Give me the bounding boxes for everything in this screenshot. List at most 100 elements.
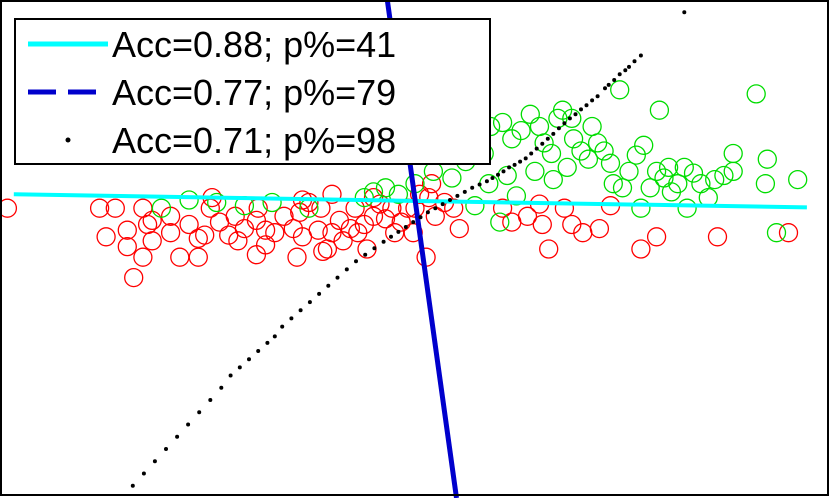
scatter-point-red-78	[646, 227, 667, 247]
scatter-point-red-25	[246, 245, 267, 265]
series-3-dot-9	[595, 94, 600, 99]
scatter-point-green-24	[534, 133, 554, 153]
series-3-dot-47	[344, 267, 349, 272]
legend-swatch-series-3	[65, 137, 71, 143]
scatter-point-green-22	[520, 104, 540, 124]
series-3-dot-62	[208, 398, 213, 402]
series-3-dot-32	[462, 189, 467, 194]
series-3-dot-37	[425, 210, 430, 215]
scatter-point-green-58	[755, 174, 776, 194]
scatter-point-green-35	[600, 153, 621, 173]
scatter-point-green-23	[529, 116, 550, 137]
scatter-point-green-52	[610, 80, 630, 100]
scatter-point-red-28	[274, 206, 294, 226]
series-3-dot-14	[567, 116, 572, 121]
scatter-point-red-4	[137, 214, 158, 235]
scatter-point-red-23	[246, 210, 267, 231]
series-3-dot-68	[141, 471, 146, 476]
series-3-dot-36	[433, 206, 438, 211]
scatter-point-green-64	[506, 186, 527, 206]
series-3-dot-0	[682, 10, 687, 15]
series-3-dot-2	[632, 59, 637, 64]
scatter-point-green-68	[490, 212, 510, 232]
series-3-dot-40	[403, 225, 408, 229]
scatter-point-green-36	[603, 174, 623, 194]
scatter-point-red-16	[195, 225, 215, 245]
series-3-dot-26	[501, 169, 506, 174]
series-3-dot-11	[584, 103, 589, 108]
series-3-dot-8	[603, 86, 607, 91]
scatter-point-red-21	[228, 231, 248, 251]
scatter-point-red-46	[375, 209, 396, 229]
scatter-point-green-40	[634, 135, 654, 155]
scatter-point-green-25	[541, 143, 562, 164]
scatter-point-red-24	[255, 220, 276, 240]
scatter-point-green-56	[723, 143, 743, 164]
series-3-dot-1	[638, 53, 643, 58]
scatter-point-green-57	[757, 149, 777, 169]
series-line-1	[13, 192, 807, 210]
scatter-point-red-79	[707, 227, 728, 247]
scatter-point-green-70	[557, 157, 577, 178]
series-3-dot-57	[256, 349, 261, 353]
series-3-dot-31	[470, 185, 475, 190]
scatter-point-green-50	[705, 169, 725, 190]
scatter-point-red-61	[363, 206, 384, 226]
series-3-dot-55	[272, 334, 277, 339]
series-3-dot-10	[590, 98, 595, 103]
scatter-point-red-53	[419, 187, 439, 208]
scatter-point-red-26	[255, 235, 276, 255]
series-3-dot-15	[562, 121, 567, 126]
legend: Acc=0.88; p%=41 Acc=0.77; p%=79 Acc=0.71…	[14, 18, 491, 165]
series-3-dot-60	[228, 373, 233, 378]
series-3-dot-12	[579, 107, 583, 112]
series-3-dot-27	[496, 172, 500, 177]
scatter-point-red-10	[160, 223, 181, 243]
scatter-point-red-66	[492, 198, 513, 218]
series-3-dot-24	[512, 162, 517, 167]
series-3-dot-61	[219, 385, 224, 390]
series-3-dot-39	[411, 220, 416, 225]
scatter-point-green-9	[388, 184, 409, 204]
scatter-point-green-2	[207, 192, 227, 213]
scatter-point-green-29	[563, 129, 584, 149]
series-3-dot-19	[540, 141, 545, 146]
series-3-dot-48	[335, 275, 340, 280]
series-3-dot-59	[237, 365, 242, 370]
series-3-dot-20	[534, 146, 539, 151]
series-3-dot-21	[529, 151, 534, 156]
scatter-point-red-2	[105, 198, 125, 218]
scatter-point-green-30	[571, 141, 591, 161]
series-3-dot-3	[627, 64, 631, 69]
scatter-point-green-31	[578, 149, 599, 169]
scatter-point-green-54	[746, 84, 766, 104]
scatter-point-red-72	[554, 198, 575, 218]
series-3-dot-58	[247, 357, 251, 362]
scatter-point-red-9	[170, 247, 190, 267]
scatter-point-red-6	[117, 236, 137, 257]
scatter-point-green-41	[640, 178, 660, 198]
scatter-point-red-27	[265, 223, 285, 243]
scatter-point-red-1	[89, 198, 110, 218]
legend-label-series-1: Acc=0.88; p%=41	[112, 24, 396, 65]
series-3-dot-34	[448, 198, 452, 202]
series-3-dot-43	[381, 239, 386, 244]
series-3-dot-22	[523, 156, 528, 161]
scatter-point-green-8	[375, 178, 396, 198]
scatter-point-red-52	[409, 184, 430, 204]
scatter-point-red-70	[532, 214, 552, 235]
series-3-dot-5	[617, 72, 622, 77]
scatter-point-red-62	[322, 184, 342, 204]
series-3-dot-33	[455, 193, 460, 198]
scatter-point-red-54	[421, 174, 442, 194]
series-3-dot-45	[363, 252, 368, 257]
scatter-point-green-32	[582, 116, 602, 137]
scatter-point-red-5	[133, 198, 153, 218]
scatter-point-green-19	[492, 112, 513, 133]
scatter-point-green-39	[626, 145, 646, 165]
series-3-dot-29	[484, 179, 489, 184]
scatter-point-green-42	[646, 161, 667, 182]
series-3-dot-54	[280, 324, 285, 329]
scatter-point-red-81	[96, 227, 116, 247]
